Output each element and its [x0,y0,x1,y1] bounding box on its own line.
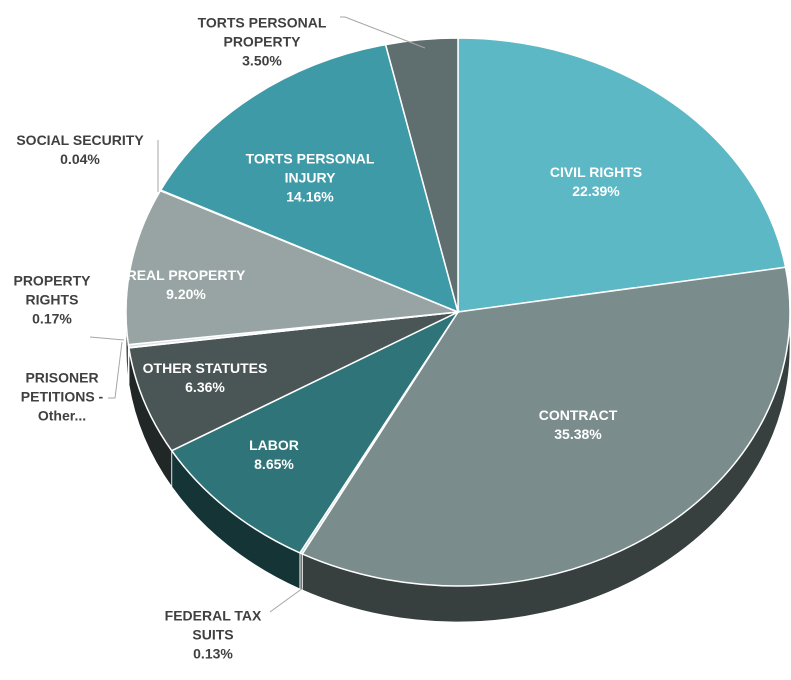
leader-line [269,587,304,613]
value-label: 6.36% [185,379,225,395]
slice-label: CIVIL RIGHTS 22.39% [531,163,661,201]
category-label: CONTRACT [538,407,618,423]
slice-label: TORTS PERSONAL PROPERTY 3.50% [177,14,347,71]
category-label: CIVIL RIGHTS [549,164,643,180]
slice [170,310,461,554]
value-label: 22.39% [572,183,620,199]
category-label: REAL PROPERTY [126,267,246,283]
slice-label: TORTS PERSONAL INJURY 14.16% [235,150,385,207]
value-label: 8.65% [254,456,294,472]
slice-label: PRISONER PETITIONS - Other... [7,369,117,426]
value-label: 0.17% [32,310,72,327]
slice [125,189,459,346]
value-label: 35.38% [554,426,602,442]
slice-label: REAL PROPERTY 9.20% [111,266,261,304]
slice [384,37,459,313]
slice [159,43,460,314]
category-label: SOCIAL SECURITY [16,132,144,148]
value-label: 3.50% [242,52,282,69]
category-label: PRISONER PETITIONS - Other... [20,369,104,424]
value-label: 14.16% [286,188,334,205]
slice-label: PROPERTY RIGHTS 0.17% [2,272,102,329]
slice-label: OTHER STATUTES 6.36% [130,359,280,397]
leader-line [340,16,426,49]
category-label: FEDERAL TAX SUITS [164,607,262,643]
slice [457,37,787,313]
category-label: LABOR [249,437,299,453]
value-label: 9.20% [166,286,206,302]
value-label: 0.13% [193,645,233,662]
value-label: 0.04% [60,151,100,167]
slice [127,311,459,452]
slice-label: FEDERAL TAX SUITS 0.13% [158,607,268,664]
slice-label: LABOR 8.65% [214,436,334,474]
leader-line [89,336,125,341]
leader-line [108,341,123,399]
category-label: OTHER STATUTES [142,360,268,376]
category-label: TORTS PERSONAL INJURY [245,150,375,186]
slice-label: SOCIAL SECURITY 0.04% [0,131,160,169]
slice [301,266,791,587]
category-label: TORTS PERSONAL PROPERTY [197,14,327,50]
slice-label: CONTRACT 35.38% [513,406,643,444]
category-label: PROPERTY RIGHTS [13,272,91,308]
